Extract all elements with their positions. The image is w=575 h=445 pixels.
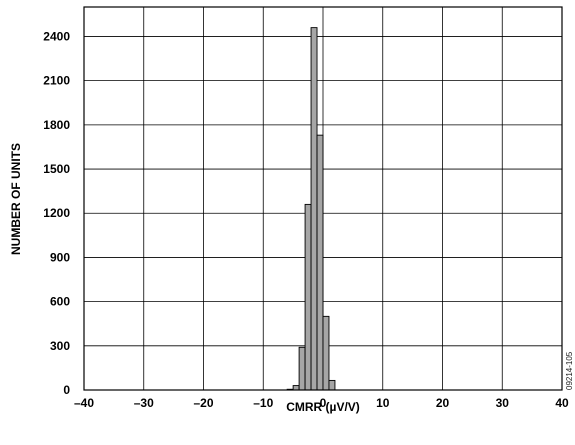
x-tick-label-8: 40 [555, 396, 569, 410]
y-tick-label-7: 2100 [43, 74, 70, 88]
y-tick-label-6: 1800 [43, 118, 70, 132]
y-axis-title: NUMBER OF UNITS [9, 143, 23, 255]
histogram-bar-1 [292, 385, 300, 391]
y-axis-tick-labels: 0 300 600 900 1200 1500 1800 2100 2400 [43, 29, 70, 397]
y-tick-label-0: 0 [63, 383, 70, 397]
x-axis-tick-labels: –40 –30 –20 –10 0 10 20 30 40 [74, 396, 569, 410]
x-axis-title: CMRR (µV/V) [286, 400, 360, 414]
y-tick-label-4: 1200 [43, 206, 70, 220]
x-tick-label-6: 20 [436, 396, 450, 410]
x-tick-label-7: 30 [496, 396, 510, 410]
x-tick-label-3: –10 [253, 396, 273, 410]
x-tick-label-1: –30 [134, 396, 154, 410]
x-tick-label-5: 10 [376, 396, 390, 410]
histogram-bar-4 [310, 27, 318, 391]
y-tick-label-1: 300 [50, 339, 70, 353]
histogram-bar-5 [316, 134, 324, 391]
plot-area-frame [83, 6, 563, 391]
histogram-bars [286, 27, 336, 391]
histogram-bar-7 [328, 379, 336, 391]
x-tick-label-2: –20 [193, 396, 213, 410]
y-tick-label-2: 600 [50, 295, 70, 309]
y-tick-label-5: 1500 [43, 162, 70, 176]
x-tick-label-4: 0 [320, 396, 327, 410]
histogram-bar-6 [322, 315, 330, 391]
y-tick-label-3: 900 [50, 250, 70, 264]
figure-code-label: 09214-105 [565, 351, 574, 390]
y-tick-label-8: 2400 [43, 29, 70, 43]
histogram-bar-2 [298, 346, 306, 391]
x-tick-label-0: –40 [74, 396, 94, 410]
histogram-bar-3 [304, 203, 312, 391]
